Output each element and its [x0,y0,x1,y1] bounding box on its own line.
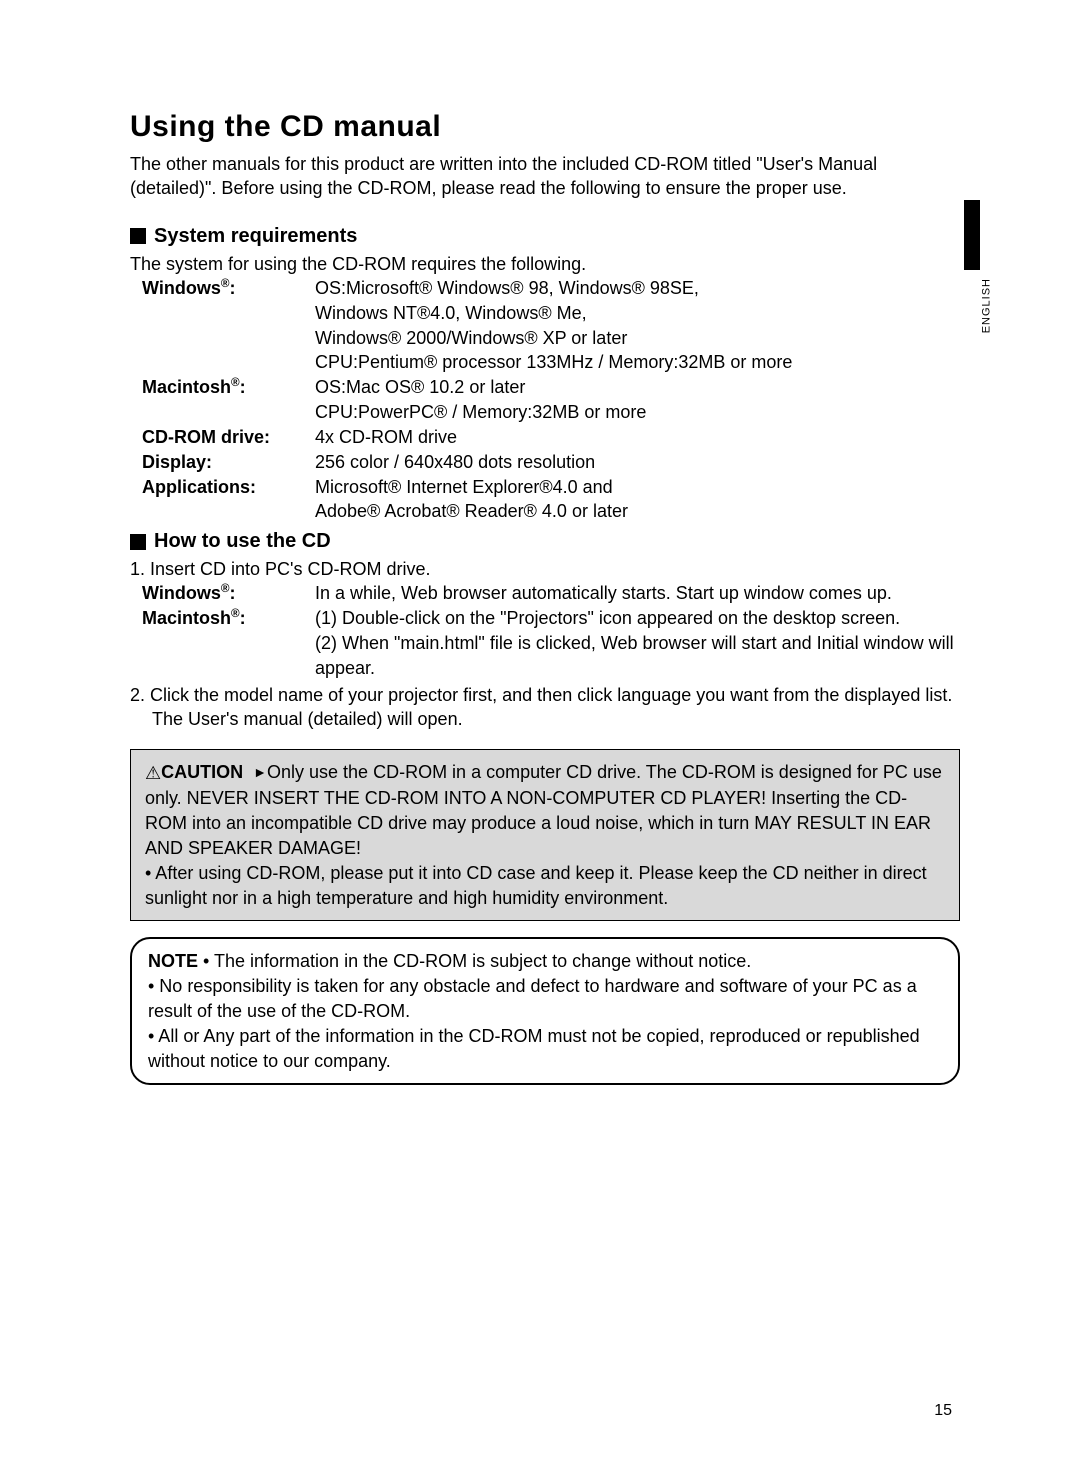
sysreq-cdrom-label: CD-ROM drive: [130,425,315,450]
howto-step2: 2. Click the model name of your projecto… [130,683,960,732]
square-bullet-icon [130,228,146,244]
sysreq-apps: Applications: Microsoft® Internet Explor… [130,475,960,525]
sysreq-apps-value: Microsoft® Internet Explorer®4.0 and Ado… [315,475,960,525]
system-requirements-heading-text: System requirements [154,225,357,248]
square-bullet-icon [130,534,146,550]
sysreq-display-label: Display: [130,450,315,475]
side-language-label: ENGLISH [980,278,992,333]
sysreq-mac-label: Macintosh®: [130,375,315,425]
caution-label: CAUTION [161,762,243,782]
caution-after: • After using CD-ROM, please put it into… [145,861,945,911]
sysreq-display-value: 256 color / 640x480 dots resolution [315,450,960,475]
sysreq-windows-value: OS:Microsoft® Windows® 98, Windows® 98SE… [315,276,960,375]
warning-triangle-icon: ⚠ [145,761,161,786]
sysreq-line: OS:Microsoft® Windows® 98, Windows® 98SE… [315,276,960,301]
sysreq-mac-value: OS:Mac OS® 10.2 or later CPU:PowerPC® / … [315,375,960,425]
howto-line: (1) Double-click on the "Projectors" ico… [315,606,960,631]
howto-mac: Macintosh®: (1) Double-click on the "Pro… [130,606,960,680]
sysreq-line: Microsoft® Internet Explorer®4.0 and [315,475,960,500]
sysreq-line: CPU:Pentium® processor 133MHz / Memory:3… [315,350,960,375]
sysreq-line: Adobe® Acrobat® Reader® 4.0 or later [315,499,960,524]
intro-text: The other manuals for this product are w… [130,152,960,201]
sysreq-cdrom: CD-ROM drive: 4x CD-ROM drive [130,425,960,450]
page-title: Using the CD manual [130,110,960,144]
sysreq-cdrom-value: 4x CD-ROM drive [315,425,960,450]
note-body: • The information in the CD-ROM is subje… [148,951,920,1070]
sysreq-display: Display: 256 color / 640x480 dots resolu… [130,450,960,475]
sysreq-apps-label: Applications: [130,475,315,525]
howto-line: (2) When "main.html" file is clicked, We… [315,631,960,681]
side-tab [964,200,980,270]
note-box: NOTE • The information in the CD-ROM is … [130,937,960,1085]
howto-mac-value: (1) Double-click on the "Projectors" ico… [315,606,960,680]
system-requirements-intro: The system for using the CD-ROM requires… [130,252,960,276]
pointer-icon: ► [253,764,267,780]
howto-windows: Windows®: In a while, Web browser automa… [130,581,960,606]
sysreq-mac: Macintosh®: OS:Mac OS® 10.2 or later CPU… [130,375,960,425]
how-to-use-heading-text: How to use the CD [154,530,331,553]
sysreq-windows-label: Windows®: [130,276,315,375]
howto-step1: 1. Insert CD into PC's CD-ROM drive. [130,557,960,581]
howto-step2-text: 2. Click the model name of your projecto… [130,683,960,732]
note-label: NOTE [148,951,198,971]
sysreq-windows: Windows®: OS:Microsoft® Windows® 98, Win… [130,276,960,375]
sysreq-line: CPU:PowerPC® / Memory:32MB or more [315,400,960,425]
page-container: ENGLISH Using the CD manual The other ma… [0,0,1080,1464]
howto-list: Windows®: In a while, Web browser automa… [130,581,960,680]
sysreq-line: Windows NT®4.0, Windows® Me, [315,301,960,326]
howto-windows-value: In a while, Web browser automatically st… [315,581,960,606]
page-number: 15 [934,1402,952,1420]
how-to-use-heading: How to use the CD [130,530,960,553]
system-requirements-list: Windows®: OS:Microsoft® Windows® 98, Win… [130,276,960,524]
howto-mac-label: Macintosh®: [130,606,315,680]
sysreq-line: OS:Mac OS® 10.2 or later [315,375,960,400]
caution-box: ⚠CAUTION ►Only use the CD-ROM in a compu… [130,749,960,921]
system-requirements-heading: System requirements [130,225,960,248]
howto-windows-label: Windows®: [130,581,315,606]
sysreq-line: Windows® 2000/Windows® XP or later [315,326,960,351]
